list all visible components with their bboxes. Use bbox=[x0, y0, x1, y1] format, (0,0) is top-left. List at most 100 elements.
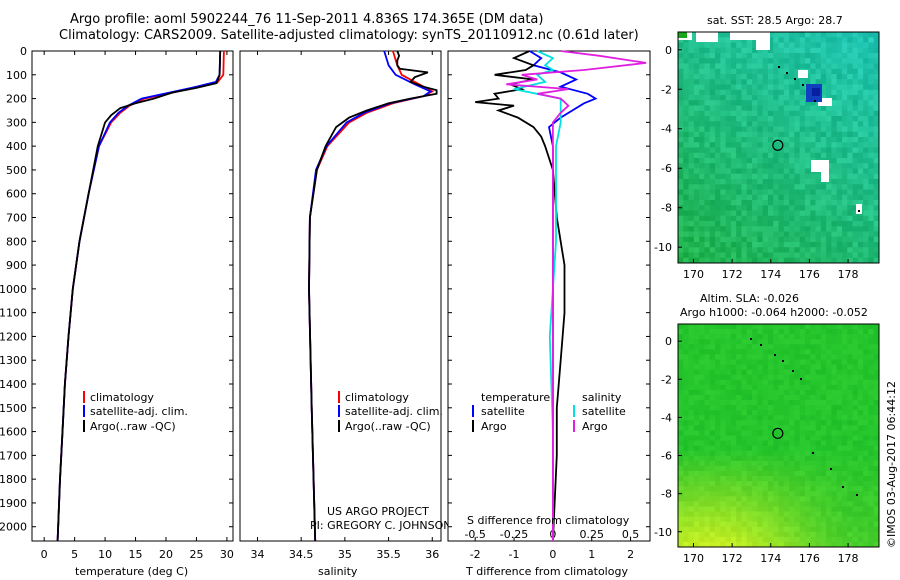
map-cell bbox=[757, 110, 764, 117]
map-cell bbox=[678, 58, 684, 64]
map-cell bbox=[715, 506, 721, 512]
map-cell bbox=[773, 79, 779, 85]
map-cell bbox=[826, 32, 832, 38]
map-cell bbox=[683, 420, 689, 426]
map-cell bbox=[715, 334, 721, 340]
depth-tick-label: 1500 bbox=[0, 402, 27, 415]
map-cell bbox=[693, 137, 700, 143]
map-cell bbox=[799, 110, 806, 117]
map-cell bbox=[863, 236, 869, 243]
map-cell bbox=[746, 435, 753, 441]
map-cell bbox=[704, 511, 711, 517]
map-cell bbox=[831, 364, 838, 371]
map-cell bbox=[810, 247, 816, 253]
map-cell bbox=[683, 221, 689, 227]
map-cell bbox=[725, 486, 732, 492]
map-cell bbox=[841, 470, 848, 477]
map-cell bbox=[715, 200, 721, 206]
map-cell bbox=[810, 42, 816, 49]
map-cell bbox=[688, 210, 695, 217]
map-cell bbox=[794, 531, 801, 538]
map-cell bbox=[826, 511, 832, 517]
map-cell bbox=[783, 425, 790, 431]
map-cell bbox=[815, 384, 822, 391]
map-cell bbox=[857, 89, 864, 96]
map-cell bbox=[709, 142, 716, 148]
map-cell bbox=[836, 501, 843, 507]
map-cell bbox=[804, 405, 811, 411]
map-cell bbox=[678, 42, 684, 49]
map-cell bbox=[783, 496, 790, 502]
map-cell bbox=[778, 425, 785, 431]
map-cell bbox=[815, 179, 822, 185]
map-cell bbox=[767, 440, 774, 447]
map-cell bbox=[826, 147, 832, 154]
map-cell bbox=[730, 374, 737, 381]
map-cell bbox=[810, 184, 816, 190]
map-cell bbox=[704, 200, 711, 206]
map-cell bbox=[799, 394, 806, 401]
map-cell bbox=[815, 516, 822, 523]
map-cell bbox=[752, 242, 758, 248]
map-cell bbox=[810, 364, 816, 371]
map-cell bbox=[857, 349, 864, 355]
map-cell bbox=[678, 231, 684, 238]
map-cell bbox=[693, 152, 700, 159]
map-cell bbox=[836, 430, 843, 436]
legend-s-satellite-label: satellite bbox=[582, 405, 626, 418]
map-cell bbox=[741, 506, 748, 512]
map-cell bbox=[836, 405, 843, 411]
map-cell bbox=[804, 42, 811, 49]
map-cell bbox=[863, 516, 869, 523]
map-cell bbox=[794, 163, 801, 169]
map-cell bbox=[752, 95, 758, 101]
map-cell bbox=[868, 425, 875, 431]
map-cell bbox=[804, 329, 811, 335]
map-cell bbox=[715, 359, 721, 365]
map-cell bbox=[757, 163, 764, 169]
map-cell bbox=[852, 384, 859, 391]
map-cell bbox=[857, 420, 864, 426]
map-cell bbox=[688, 37, 695, 43]
map-cell bbox=[831, 74, 838, 80]
map-cell bbox=[873, 257, 880, 264]
map-cell bbox=[767, 189, 774, 196]
map-cell bbox=[778, 110, 785, 117]
map-cell bbox=[815, 491, 822, 497]
map-cell bbox=[789, 126, 795, 133]
map-xtick-label: 172 bbox=[722, 552, 743, 565]
map-cell bbox=[820, 89, 827, 96]
map-cell bbox=[730, 486, 737, 492]
map-cell bbox=[873, 450, 880, 457]
map-cell bbox=[847, 536, 853, 543]
map-cell bbox=[746, 89, 753, 96]
map-cell bbox=[826, 324, 832, 330]
map-cell bbox=[720, 89, 727, 96]
map-cell bbox=[699, 516, 705, 523]
map-cell bbox=[789, 379, 795, 386]
map-cell bbox=[730, 491, 737, 497]
legend-s-argo-label: Argo bbox=[582, 420, 608, 433]
salinity-xtick-label: 34 bbox=[250, 548, 264, 561]
map-cell bbox=[852, 147, 859, 154]
map-cell bbox=[868, 194, 875, 201]
map-cell bbox=[799, 496, 806, 502]
map-cell bbox=[831, 116, 838, 122]
map-cell bbox=[688, 84, 695, 91]
map-cell bbox=[725, 100, 732, 106]
map-cell bbox=[767, 455, 774, 462]
map-cell bbox=[699, 257, 705, 264]
map-cell bbox=[741, 252, 748, 259]
map-cell bbox=[678, 445, 684, 452]
map-cell bbox=[794, 410, 801, 416]
map-cell bbox=[836, 137, 843, 143]
map-cell bbox=[730, 430, 737, 436]
map-cell bbox=[778, 511, 785, 517]
map-cell bbox=[741, 455, 748, 462]
map-cell bbox=[762, 445, 769, 452]
map-cell bbox=[773, 400, 779, 406]
map-cell bbox=[820, 476, 827, 482]
map-cell bbox=[815, 410, 822, 416]
map-cell bbox=[752, 541, 758, 548]
map-cell bbox=[863, 329, 869, 335]
